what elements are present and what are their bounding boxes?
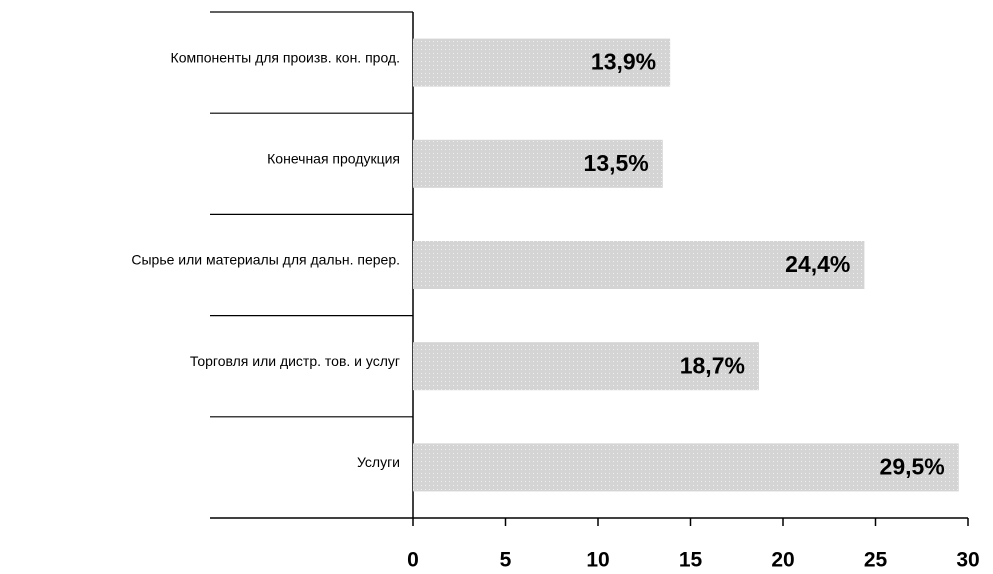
- bar: [413, 443, 959, 492]
- bar: [413, 342, 759, 391]
- category-label: Компоненты для произв. кон. прод.: [171, 49, 400, 65]
- category-label: Конечная продукция: [267, 151, 400, 167]
- x-tick-label: 20: [771, 549, 794, 572]
- x-tick-label: 10: [586, 549, 609, 572]
- bar: [413, 241, 865, 289]
- x-tick-label: 25: [864, 549, 888, 572]
- bar: [413, 139, 663, 188]
- category-label: Сырье или материалы для дальн. перер.: [131, 252, 400, 268]
- category-label: Услуги: [357, 454, 400, 470]
- x-tick-label: 30: [956, 549, 979, 572]
- x-tick-label: 15: [679, 549, 703, 572]
- category-label: Торговля или дистр. тов. и услуг: [190, 353, 400, 369]
- data-label: 29,5%: [880, 453, 945, 479]
- data-label: 18,7%: [680, 352, 745, 378]
- data-label: 13,5%: [584, 150, 649, 176]
- data-label: 13,9%: [591, 49, 656, 75]
- bar: [413, 38, 671, 87]
- x-tick-label: 0: [407, 549, 419, 572]
- x-tick-label: 5: [500, 549, 512, 572]
- data-label: 24,4%: [785, 251, 850, 277]
